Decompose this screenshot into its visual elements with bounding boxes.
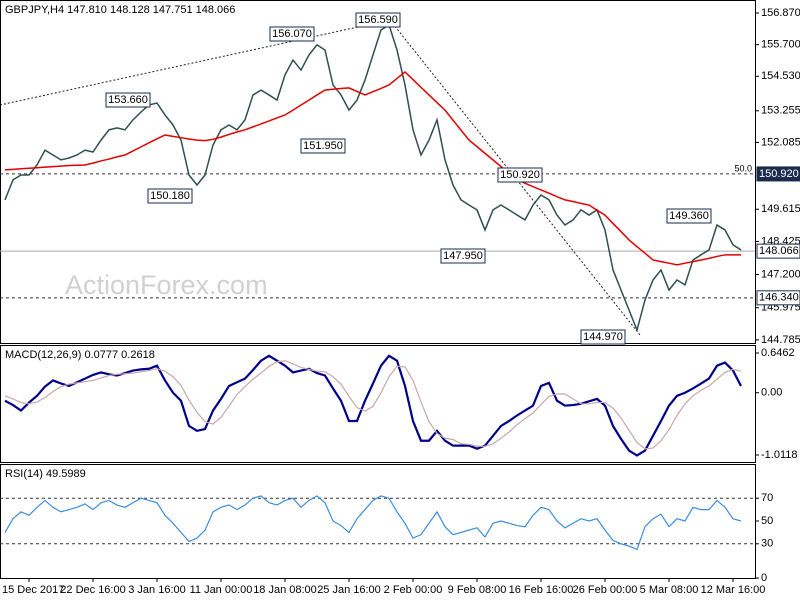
- x-tick-label: 3 Jan 16:00: [128, 584, 186, 596]
- annotation-box: [666, 208, 712, 224]
- x-tick-label: 22 Dec 16:00: [60, 584, 125, 596]
- level-box: [756, 243, 800, 259]
- annotation-box: [580, 329, 626, 345]
- y-tick-label: 0: [761, 572, 767, 584]
- y-tick-label: 155.700: [761, 39, 800, 51]
- annotation: 144.970: [583, 331, 623, 343]
- annotation-box: [147, 188, 193, 204]
- level-label: 150.920: [759, 168, 799, 180]
- panel-title: MACD(12,26,9) 0.0777 0.2618: [5, 349, 155, 361]
- annotation-box: [105, 92, 151, 108]
- level-label: 146.340: [759, 292, 799, 304]
- x-tick-label: 5 Mar 08:00: [640, 584, 699, 596]
- y-tick-label: 154.530: [761, 70, 800, 82]
- y-tick-label: 30: [761, 538, 773, 550]
- y-tick-label: 0.6462: [761, 347, 795, 359]
- annotation: 150.920: [500, 169, 540, 181]
- annotation-box: [497, 167, 543, 183]
- annotation: 156.070: [272, 28, 312, 40]
- y-tick-label: 147.200: [761, 268, 800, 280]
- x-tick-label: 16 Feb 16:00: [509, 584, 574, 596]
- annotation: 156.590: [358, 14, 398, 26]
- annotation: 147.950: [443, 250, 483, 262]
- series-line: [4, 354, 742, 457]
- panel-frame: [0, 345, 756, 463]
- series-line: [4, 70, 741, 266]
- y-tick-label: 50: [761, 515, 773, 527]
- y-tick-label: 0.00: [761, 387, 782, 399]
- x-tick-label: 12 Mar 16:00: [701, 584, 766, 596]
- series-line: [4, 495, 742, 551]
- y-tick-label: 149.615: [761, 203, 800, 215]
- trendline: [0, 19, 391, 106]
- level-box: [756, 290, 800, 306]
- y-tick-label: 156.870: [761, 7, 800, 19]
- level-label: 148.066: [759, 245, 799, 257]
- x-tick-label: 9 Feb 08:00: [448, 584, 507, 596]
- watermark: ActionForex.com: [65, 270, 268, 300]
- series-line: [4, 23, 742, 333]
- y-tick-label: -1.0118: [761, 449, 798, 461]
- panel-title: RSI(14) 49.5989: [5, 468, 86, 480]
- level-tag: 50.0: [734, 163, 752, 173]
- annotation-box: [355, 12, 401, 28]
- series-line: [4, 360, 742, 450]
- annotation: 150.180: [150, 190, 190, 202]
- level-box: [756, 166, 800, 182]
- x-tick-label: 11 Jan 00:00: [190, 584, 253, 596]
- annotation-box: [440, 248, 486, 264]
- annotation-box: [269, 26, 315, 42]
- annotation: 151.950: [303, 140, 343, 152]
- y-tick-label: 144.785: [761, 334, 800, 346]
- x-tick-label: 2 Feb 00:00: [384, 584, 443, 596]
- annotation-box: [300, 138, 346, 154]
- y-tick-label: 153.255: [761, 105, 800, 117]
- panel-frame: [0, 0, 756, 344]
- x-tick-label: 25 Jan 16:00: [317, 584, 381, 596]
- x-tick-label: 18 Jan 08:00: [253, 584, 317, 596]
- y-tick-label: 70: [761, 492, 773, 504]
- annotation: 149.360: [669, 210, 709, 222]
- panel-title: GBPJPY,H4 147.810 148.128 147.751 148.06…: [5, 4, 235, 16]
- x-tick-label: 26 Feb 00:00: [573, 584, 638, 596]
- x-tick-label: 15 Dec 2017: [2, 584, 64, 596]
- y-tick-label: 152.085: [761, 136, 800, 148]
- annotation: 153.660: [108, 94, 148, 106]
